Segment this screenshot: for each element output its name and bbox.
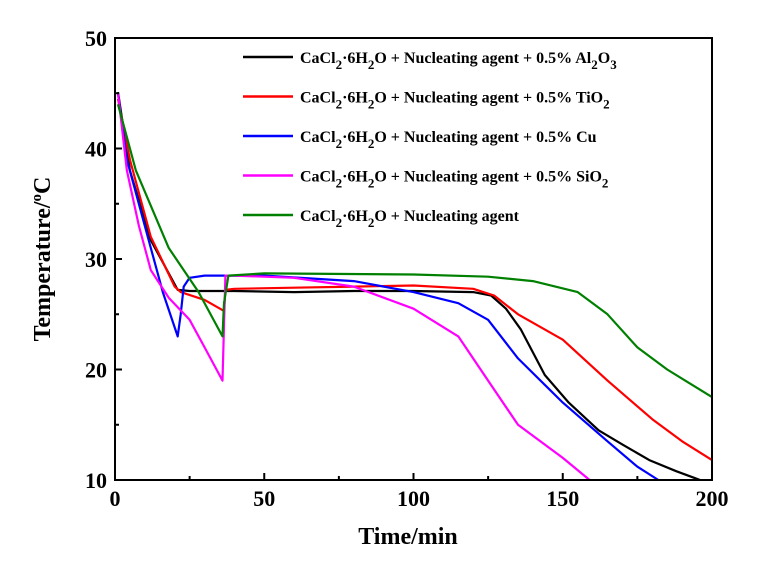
- series-line-1: [116, 98, 713, 462]
- legend-label-4: CaCl2·6H2O + Nucleating agent: [300, 208, 520, 230]
- series-line-4: [116, 104, 713, 399]
- y-tick-label: 40: [85, 137, 107, 162]
- legend-label-2: CaCl2·6H2O + Nucleating agent + 0.5% Cu: [300, 129, 597, 151]
- x-tick-label: 0: [110, 486, 121, 511]
- y-tick-label: 50: [85, 26, 107, 51]
- series-layer: [116, 91, 713, 482]
- x-tick-label: 200: [696, 486, 729, 511]
- x-tick-label: 100: [397, 486, 430, 511]
- y-axis-label: Temperature/oC: [29, 177, 56, 342]
- legend: CaCl2·6H2O + Nucleating agent + 0.5% Al2…: [243, 50, 617, 230]
- legend-label-0: CaCl2·6H2O + Nucleating agent + 0.5% Al2…: [300, 50, 617, 72]
- y-tick-label: 10: [85, 468, 107, 493]
- ticks-layer: 0 50 100 150 200 10 20 30 40 50: [85, 26, 729, 511]
- series-line-3: [116, 93, 591, 481]
- y-tick-label: 30: [85, 247, 107, 272]
- legend-label-3: CaCl2·6H2O + Nucleating agent + 0.5% SiO…: [300, 169, 608, 191]
- legend-label-1: CaCl2·6H2O + Nucleating agent + 0.5% TiO…: [300, 90, 610, 112]
- y-tick-label: 20: [85, 358, 107, 383]
- x-tick-label: 50: [253, 486, 275, 511]
- series-line-2: [116, 93, 659, 481]
- x-tick-label: 150: [546, 486, 579, 511]
- x-axis-label: Time/min: [358, 524, 458, 550]
